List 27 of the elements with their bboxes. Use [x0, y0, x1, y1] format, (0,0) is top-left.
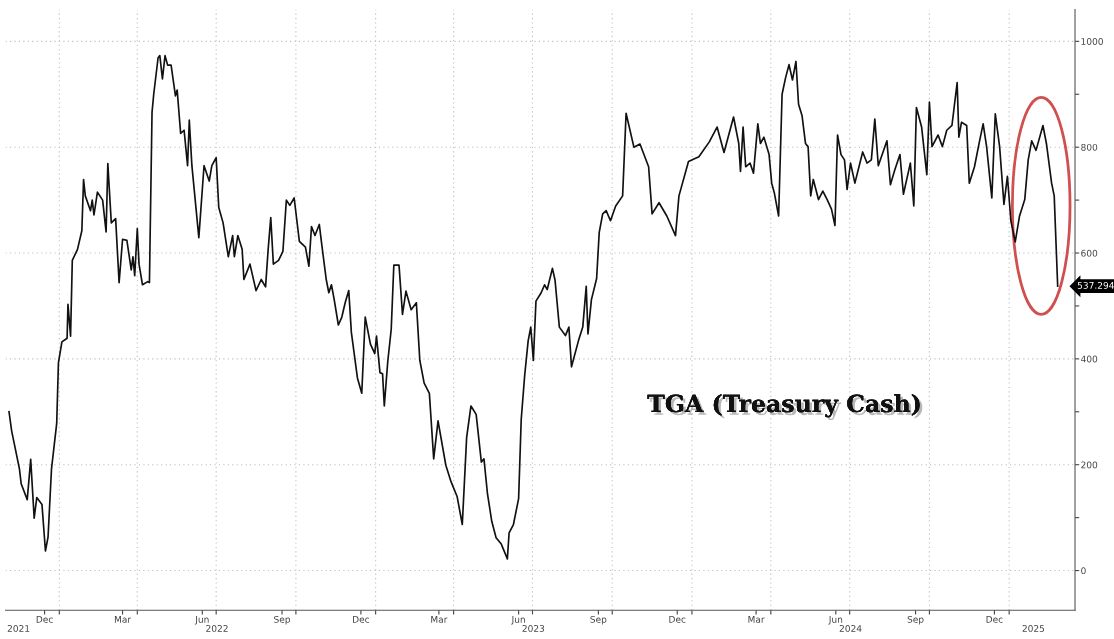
y-tick-label: 400	[1081, 355, 1098, 363]
x-tick-label: Sep	[590, 615, 607, 625]
x2-tick-label: 2021	[7, 625, 30, 632]
y-tick-label: 800	[1081, 143, 1098, 151]
x-tick-label: Sep	[907, 615, 924, 625]
y-tick-label: 1000	[1081, 38, 1103, 45]
x-tick-label: Dec	[986, 616, 1003, 623]
x-tick-label: Jun	[828, 616, 843, 625]
x-tick-label: Mar	[431, 616, 448, 623]
x-tick-label: Sep	[274, 615, 291, 625]
x-tick-label: Mar	[114, 616, 132, 623]
x-tick-label: Dec	[36, 616, 53, 623]
annotation: 537.294	[1077, 282, 1114, 289]
y-tick-label: 0	[1081, 567, 1086, 575]
x-tick-label: Jun	[194, 616, 209, 625]
line-series	[8, 54, 1059, 560]
y-tick-label: 200	[1081, 461, 1098, 469]
x2-tick-label: 2022	[206, 625, 228, 632]
x2-tick-label: 2023	[522, 625, 545, 632]
x-tick-label: Mar	[748, 616, 765, 623]
x-tick-label: Dec	[669, 616, 686, 623]
x2-tick-label: 2025	[1022, 625, 1045, 632]
x-tick-label: Jun	[511, 616, 525, 625]
x-tick-label: Dec	[353, 616, 370, 623]
y-tick-label: 600	[1081, 249, 1098, 257]
annotation: TGA (Treasury Cash)	[647, 394, 923, 421]
x2-tick-label: 2024	[839, 625, 862, 632]
